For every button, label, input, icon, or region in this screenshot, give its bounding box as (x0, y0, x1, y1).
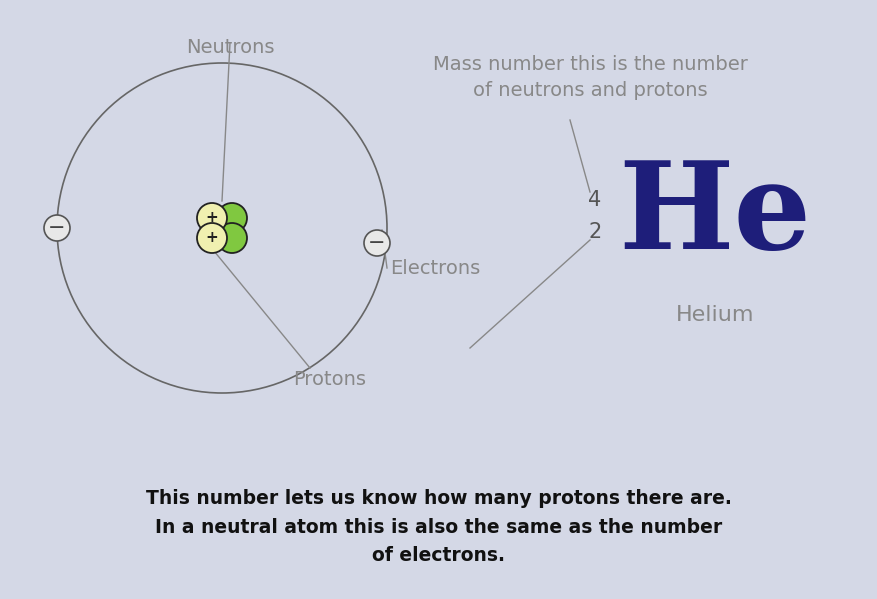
Text: Mass number this is the number
of neutrons and protons: Mass number this is the number of neutro… (432, 55, 746, 101)
Text: −: − (367, 233, 385, 253)
Text: 2: 2 (588, 222, 601, 242)
Circle shape (364, 230, 389, 256)
Text: Electrons: Electrons (389, 259, 480, 277)
Text: He: He (617, 156, 810, 274)
Circle shape (44, 215, 70, 241)
Text: This number lets us know how many protons there are.
In a neutral atom this is a: This number lets us know how many proton… (146, 489, 731, 565)
Text: Protons: Protons (293, 371, 366, 389)
Text: 4: 4 (588, 190, 601, 210)
Text: Neutrons: Neutrons (186, 38, 274, 57)
Circle shape (217, 203, 246, 233)
Text: +: + (205, 210, 218, 225)
Circle shape (196, 203, 227, 233)
Text: +: + (205, 231, 218, 246)
Circle shape (196, 223, 227, 253)
Circle shape (217, 223, 246, 253)
Text: −: − (48, 218, 66, 238)
Text: Helium: Helium (675, 305, 753, 325)
